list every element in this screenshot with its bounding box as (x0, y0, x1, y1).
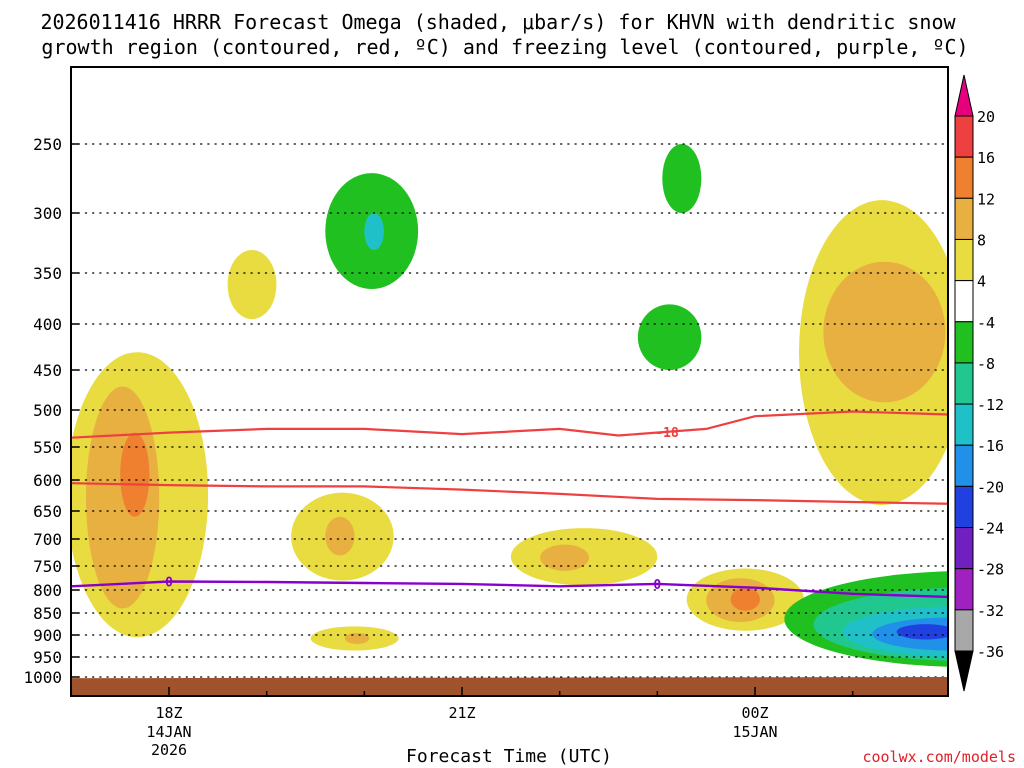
omega-green-cell-20z-level-1 (364, 212, 384, 251)
omega-yellow-cell-17z-level-2 (120, 432, 150, 517)
omega-shading-layer (71, 144, 948, 667)
colorbar-label-10: -24 (977, 520, 1004, 538)
colorbar-label-3: 8 (977, 231, 986, 249)
colorbar-band-8 (954, 444, 974, 487)
credit-link[interactable]: coolwx.com/models (862, 748, 1016, 766)
y-tick-label-900: 900 (33, 626, 62, 645)
y-tick-label-250: 250 (33, 135, 62, 154)
colorbar-band-4 (954, 280, 974, 323)
chart-title-line-1: 2026011416 HRRR Forecast Omega (shaded, … (40, 10, 956, 34)
contour-labels: -18-1200 (165, 426, 679, 593)
ground-layer (71, 677, 948, 696)
y-tick-label-1000: 1000 (23, 668, 62, 687)
omega-yellow-cell-19z-level-0 (227, 250, 277, 320)
y-tick-label-800: 800 (33, 581, 62, 600)
colorbar-label-6: -8 (977, 355, 995, 373)
contour-layer (71, 410, 948, 599)
colorbar-label-5: -4 (977, 314, 995, 332)
dendritic-contour-label-0: -18 (655, 426, 679, 441)
ground-surface (71, 677, 948, 696)
omega-yellow-cell-20z-low-level-1 (344, 632, 370, 644)
colorbar-band-11 (954, 568, 974, 611)
colorbar-label-4: 4 (977, 273, 986, 291)
dendritic-contour-0 (71, 410, 948, 439)
y-tick-label-600: 600 (33, 471, 62, 490)
y-axis: 250 300 350 400 450 500 550 600 650 700 750 800 850 9… (23, 135, 79, 687)
y-tick-label-400: 400 (33, 315, 62, 334)
colorbar-band-10 (954, 527, 974, 570)
colorbar-band-5 (954, 321, 974, 364)
x-axis: 18Z14JAN202621Z00Z15JAN03Z06Z09Z (70, 687, 854, 759)
colorbar-band-7 (954, 403, 974, 446)
colorbar-band-3 (954, 238, 974, 282)
omega-green-cell-2330z-level-0 (662, 144, 702, 213)
x-axis-label: Forecast Time (UTC) (406, 746, 612, 767)
plot-frame (70, 66, 949, 697)
omega-yellow-cell-01z-upper-level-1 (823, 261, 946, 403)
x-tick-year-2026: 2026 (151, 741, 187, 759)
colorbar-label-0: 20 (977, 108, 995, 126)
colorbar-label-2: 12 (977, 190, 995, 208)
omega-green-cell-2345z-level-0 (637, 304, 702, 370)
colorbar-band-12 (954, 609, 974, 652)
colorbar-label-7: -12 (977, 396, 1004, 414)
colorbar-label-11: -28 (977, 561, 1004, 579)
colorbar-top-arrow (954, 74, 974, 117)
colorbar-band-1 (954, 156, 974, 199)
x-tick-label-18Z: 18Z (155, 704, 182, 722)
y-tick-label-500: 500 (33, 401, 62, 420)
chart-title-line-2: growth region (contoured, red, ºC) and f… (41, 35, 968, 59)
omega-yellow-cell-0030z-level-2 (730, 587, 760, 611)
dendritic-contour-1 (71, 482, 948, 505)
colorbar-band-9 (954, 485, 974, 529)
y-tick-label-950: 950 (33, 648, 62, 667)
y-tick-label-550: 550 (33, 438, 62, 457)
freezing-level-contour (71, 580, 948, 599)
colorbar-label-9: -20 (977, 478, 1004, 496)
freezing-level-label-1: 0 (653, 578, 661, 593)
colorbar-label-8: -16 (977, 437, 1004, 455)
colorbar-band-6 (954, 362, 974, 405)
x-tick-label-21Z: 21Z (448, 704, 475, 722)
y-tick-label-450: 450 (33, 361, 62, 380)
omega-yellow-cell-23z-level-1 (540, 544, 590, 571)
colorbar-label-1: 16 (977, 149, 995, 167)
omega-green-cell-02z-level-4 (896, 624, 948, 640)
omega-yellow-cell-20z-level-1 (325, 516, 355, 556)
colorbar-label-12: -32 (977, 602, 1004, 620)
colorbar: 20 16 12 8 4 -4 -8 -12 -16 -20 -24 -28 -32 -36 (954, 74, 1004, 692)
y-tick-label-350: 350 (33, 264, 62, 283)
colorbar-band-0 (954, 115, 974, 158)
colorbar-band-2 (954, 197, 974, 240)
y-tick-label-700: 700 (33, 530, 62, 549)
x-tick-date-14JAN: 14JAN (146, 723, 191, 741)
y-tick-label-750: 750 (33, 557, 62, 576)
y-tick-label-300: 300 (33, 204, 62, 223)
colorbar-bottom-arrow (954, 650, 974, 692)
x-tick-label-00Z: 00Z (741, 704, 768, 722)
colorbar-label-13: -36 (977, 643, 1004, 661)
freezing-level-label-0: 0 (165, 576, 173, 591)
y-tick-label-650: 650 (33, 502, 62, 521)
y-tick-label-850: 850 (33, 604, 62, 623)
x-tick-date-15JAN: 15JAN (732, 723, 777, 741)
